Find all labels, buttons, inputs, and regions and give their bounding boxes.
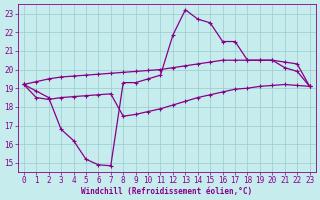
X-axis label: Windchill (Refroidissement éolien,°C): Windchill (Refroidissement éolien,°C) <box>81 187 252 196</box>
